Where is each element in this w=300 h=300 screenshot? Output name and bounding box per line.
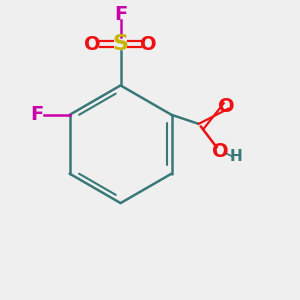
Text: S: S	[112, 34, 129, 54]
Text: O: O	[218, 97, 234, 116]
Text: H: H	[230, 149, 243, 164]
Text: F: F	[114, 5, 127, 24]
Text: O: O	[140, 35, 157, 54]
Text: F: F	[31, 105, 44, 124]
Text: O: O	[84, 35, 101, 54]
Text: O: O	[212, 142, 228, 161]
